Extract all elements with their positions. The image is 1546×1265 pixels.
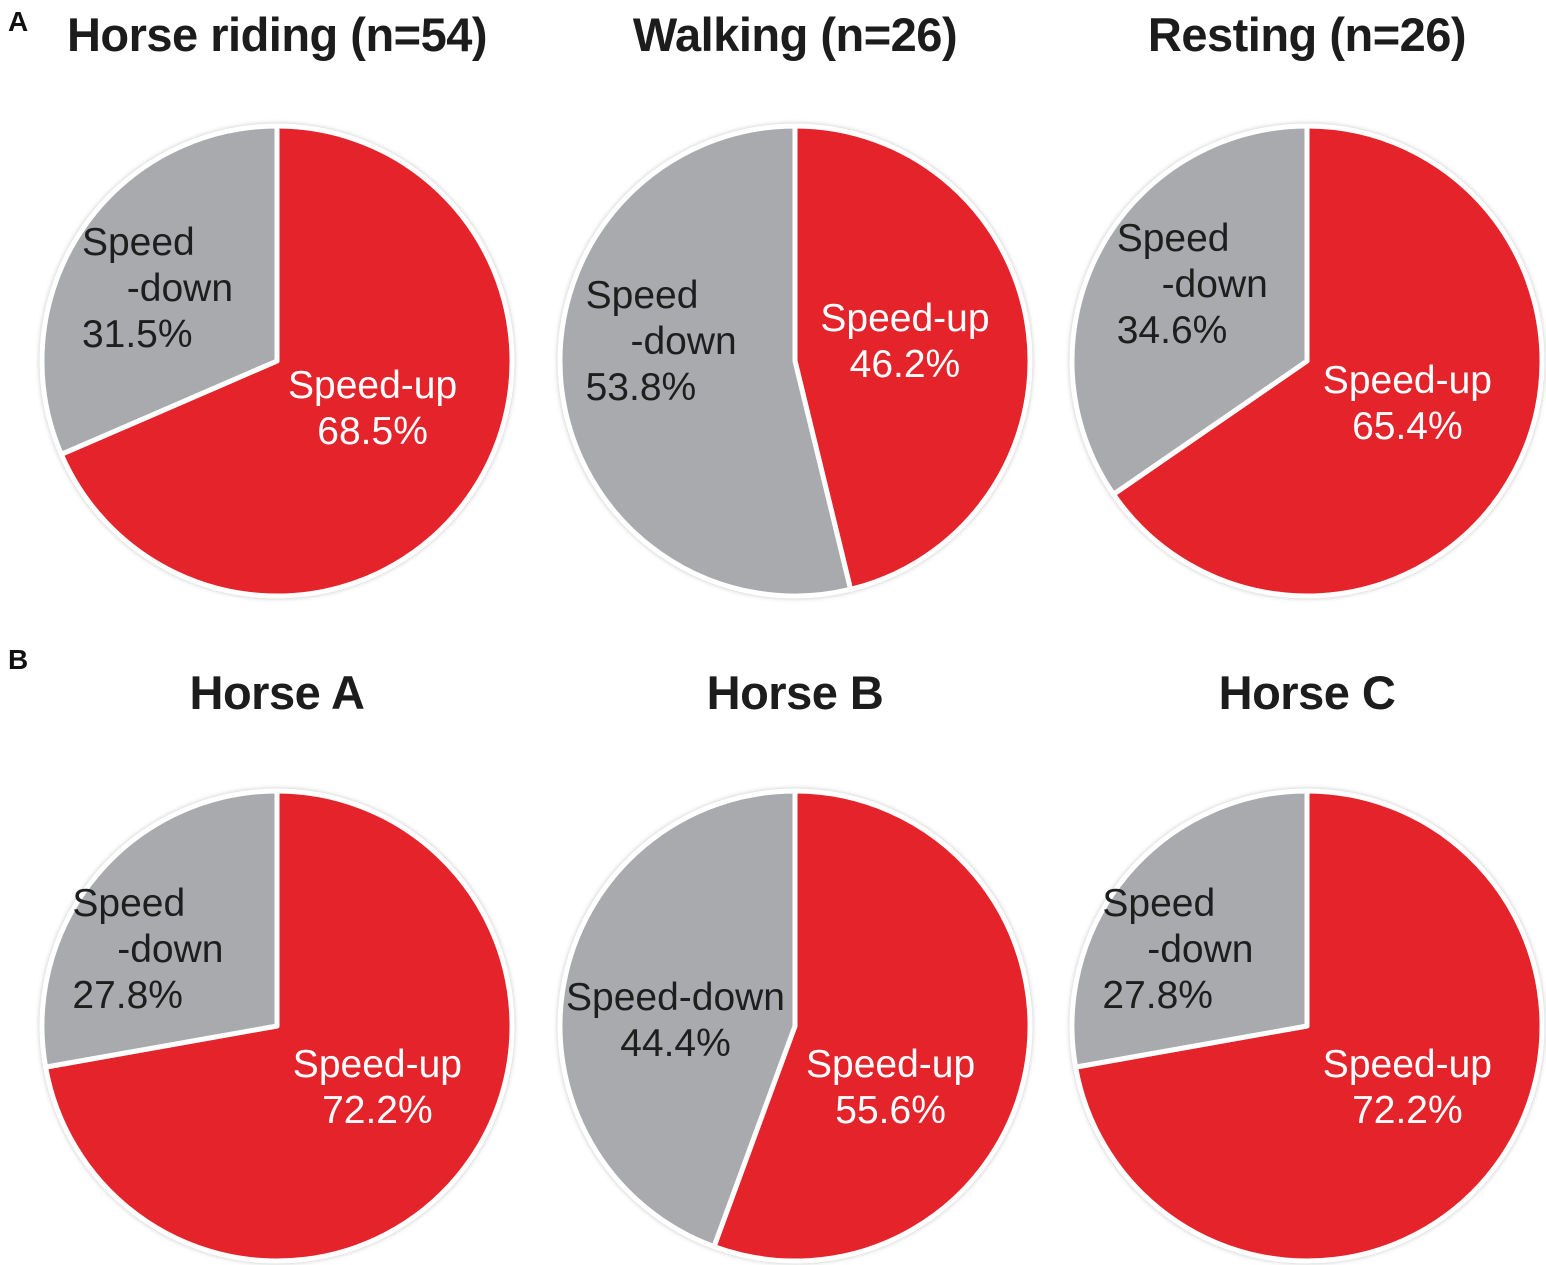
pie-slice-speed-down (1069, 788, 1310, 1070)
pie-chart (1068, 787, 1546, 1265)
pie-slice-speed-up (711, 788, 1033, 1264)
pie-chart-area: Speed -down 34.6% Speed-up 65.4% (1068, 122, 1546, 600)
speed-up-label-pct: 46.2% (849, 342, 961, 386)
pie-slice-speed-up (1110, 123, 1545, 599)
speed-up-label-pct: 72.2% (322, 1089, 433, 1133)
pie-title: Walking (n=26) (632, 8, 958, 61)
pie-panel-horse-riding: Horse riding (n=54) Speed -down 31.5% Spee… (19, 6, 535, 600)
pie-chart-area: Speed -down 31.5% Speed-up 68.5% (38, 122, 516, 600)
pie-title: Horse B (706, 666, 884, 719)
pie-panel-resting: Resting (n=26) Speed -down 34.6% Speed-up … (1049, 6, 1546, 600)
pie-slice-speed-down (39, 788, 280, 1070)
slice-label-line: -down (117, 927, 224, 971)
pie-title: Resting (n=26) (1147, 8, 1467, 61)
pie-slice-speed-down (557, 123, 854, 599)
speed-up-label: Speed-up 46.2% (820, 296, 989, 388)
speed-up-label-text: Speed-up (292, 1043, 462, 1087)
pie-title: Horse riding (n=54) (66, 8, 488, 61)
pie-slice-speed-down (39, 123, 280, 457)
speed-up-label-text: Speed-up (1322, 1043, 1492, 1087)
pie-chart (556, 122, 1034, 600)
pie-chart-area: Speed -down 53.8% Speed-up 46.2% (556, 122, 1034, 600)
slice-label-line: -down (126, 267, 234, 311)
pie-slice-speed-up (792, 123, 1033, 592)
slice-label-line: -down (1147, 927, 1254, 971)
speed-up-label-text: Speed-up (288, 363, 458, 407)
slice-label-line: 53.8% (585, 365, 697, 409)
speed-down-label: Speed-down 44.4% (566, 975, 785, 1067)
speed-up-label: Speed-up 68.5% (288, 363, 457, 455)
slice-label-line: -down (1161, 262, 1268, 306)
slice-label-line: 34.6% (1116, 308, 1228, 352)
pie-chart (556, 787, 1034, 1265)
pie-chart-area: Speed-down 44.4% Speed-up 55.6% (556, 787, 1034, 1265)
pie-title: Horse C (1218, 666, 1396, 719)
pie-slice-speed-down (557, 788, 798, 1250)
slice-label-line: -down (630, 319, 737, 363)
pie-chart (38, 787, 516, 1265)
speed-up-label-text: Speed-up (1322, 359, 1492, 402)
speed-up-label: Speed-up 55.6% (806, 1042, 975, 1134)
speed-up-label-pct: 65.4% (1352, 405, 1463, 449)
slice-label-line: 27.8% (72, 973, 183, 1017)
speed-up-label-pct: 72.2% (1352, 1089, 1463, 1133)
speed-up-label-text: Speed-up (806, 1043, 976, 1087)
panel-label-b: B (8, 644, 29, 675)
speed-up-label-text: Speed-up (820, 296, 990, 340)
speed-up-label: Speed-up 72.2% (293, 1042, 462, 1134)
pie-panel-horse-c: Horse C Speed -down 27.8% Speed-up 72.2% (1049, 664, 1546, 1265)
slice-label-line: 44.4% (620, 1022, 731, 1066)
slice-label-line: Speed-down (566, 976, 785, 1020)
panel-label-a: A (8, 6, 29, 37)
slice-label-line: Speed (1102, 881, 1216, 925)
slice-label-line: Speed (72, 881, 186, 925)
speed-down-label: Speed -down 31.5% (82, 220, 233, 358)
slice-label-line: Speed (1116, 216, 1230, 260)
speed-up-label: Speed-up 72.2% (1323, 1042, 1492, 1134)
speed-down-label: Speed -down 34.6% (1117, 215, 1268, 353)
speed-up-label-pct: 55.6% (835, 1089, 946, 1133)
pie-chart (1068, 122, 1546, 600)
pie-panel-horse-a: Horse A Speed -down 27.8% Speed-up 72.2% (19, 664, 535, 1265)
pie-panel-walking: Walking (n=26) Speed -down 53.8% Speed-up … (537, 6, 1053, 600)
speed-up-label: Speed-up 65.4% (1323, 358, 1492, 450)
pie-slice-speed-down (1069, 123, 1310, 497)
pie-title: Horse A (189, 666, 365, 719)
slice-label-line: Speed (81, 221, 195, 265)
speed-up-label-pct: 68.5% (317, 409, 428, 453)
pie-panel-horse-b: Horse B Speed-down 44.4% Speed-up 55.6% (537, 664, 1053, 1265)
pie-slice-speed-up (58, 123, 515, 599)
speed-down-label: Speed -down 27.8% (72, 880, 223, 1018)
slice-label-line: Speed (585, 273, 699, 317)
pie-chart (38, 122, 516, 600)
slice-label-line: 31.5% (81, 313, 193, 357)
speed-down-label: Speed -down 27.8% (1102, 880, 1253, 1018)
speed-down-label: Speed -down 53.8% (586, 273, 737, 411)
pie-chart-area: Speed -down 27.8% Speed-up 72.2% (38, 787, 516, 1265)
pie-chart-area: Speed -down 27.8% Speed-up 72.2% (1068, 787, 1546, 1265)
slice-label-line: 27.8% (1102, 973, 1213, 1017)
